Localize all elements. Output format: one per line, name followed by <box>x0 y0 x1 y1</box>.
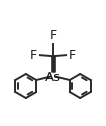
Text: As: As <box>45 71 61 84</box>
Text: F: F <box>49 29 57 42</box>
Text: F: F <box>30 49 37 62</box>
Text: F: F <box>69 49 76 62</box>
